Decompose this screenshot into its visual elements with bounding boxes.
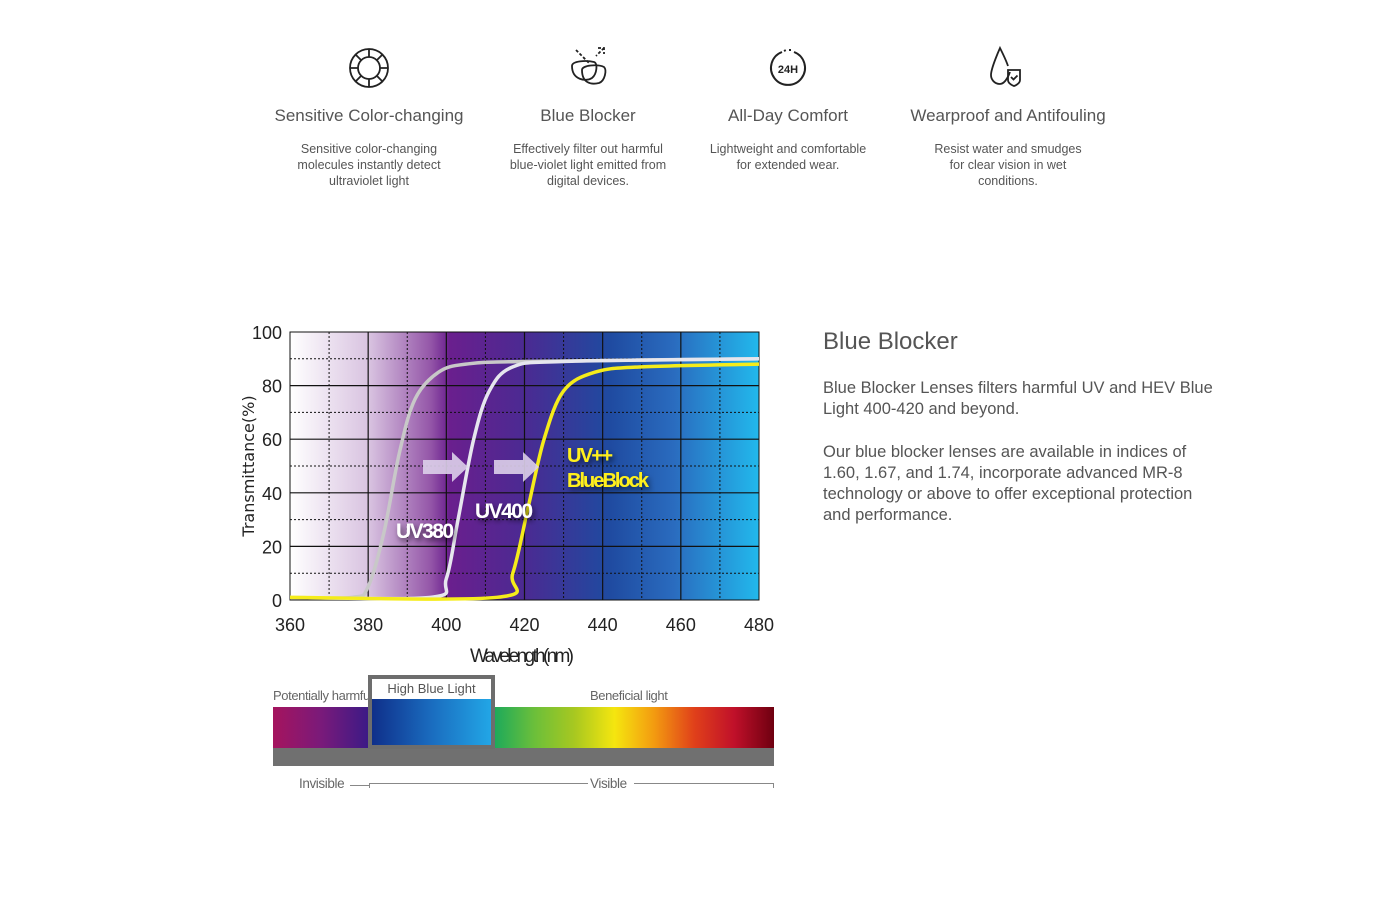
high-blue-band bbox=[372, 699, 491, 745]
x-tick-label: 440 bbox=[588, 615, 618, 635]
series-line-uv-blueblock bbox=[289, 362, 760, 601]
blue-blocker-description: Blue Blocker Blue Blocker Lenses filters… bbox=[823, 328, 1223, 526]
feature-wearproof: Wearproof and Antifouling Resist water a… bbox=[898, 44, 1118, 189]
24h-clock-icon: 24H bbox=[770, 49, 806, 86]
x-tick-label: 380 bbox=[353, 615, 383, 635]
feature-title: Blue Blocker bbox=[540, 106, 636, 125]
divider bbox=[369, 783, 588, 788]
feature-title: All-Day Comfort bbox=[728, 106, 848, 125]
x-tick-label: 480 bbox=[744, 615, 774, 635]
x-axis-label: Wavelength(nm) bbox=[470, 646, 574, 667]
divider bbox=[350, 785, 369, 786]
beneficial-band bbox=[495, 707, 774, 748]
arrow-right-icon bbox=[494, 452, 539, 482]
feature-title: Sensitive Color-changing bbox=[274, 106, 464, 125]
x-tick-label: 460 bbox=[666, 615, 696, 635]
uvpp-label: UV++ bbox=[567, 445, 613, 467]
feature-desc: Effectively filter out harmful blue-viol… bbox=[509, 142, 667, 188]
feature-color-changing: Sensitive Color-changing Sensitive color… bbox=[259, 44, 479, 189]
y-axis-label: Transmittance(%) bbox=[239, 395, 258, 537]
high-blue-light-label: High Blue Light bbox=[387, 681, 476, 696]
uv400-label: UV400 bbox=[475, 500, 533, 523]
potentially-harmful-label: Potentially harmful bbox=[273, 688, 373, 703]
svg-text:24H: 24H bbox=[778, 64, 798, 76]
paragraph: Blue Blocker Lenses filters harmful UV a… bbox=[823, 379, 1213, 418]
uv380-label: UV380 bbox=[396, 520, 454, 543]
blueblock-label: BlueBlock bbox=[567, 470, 650, 492]
y-tick-label: 100 bbox=[252, 323, 282, 343]
feature-title: Wearproof and Antifouling bbox=[910, 106, 1106, 125]
y-tick-label: 20 bbox=[262, 537, 282, 557]
color-wheel-icon bbox=[349, 48, 389, 88]
feature-desc: Sensitive color-changing molecules insta… bbox=[297, 142, 441, 188]
x-tick-label: 420 bbox=[509, 615, 539, 635]
section-title: Blue Blocker bbox=[823, 328, 958, 355]
invisible-label: Invisible bbox=[299, 776, 345, 791]
high-blue-light-box: High Blue Light bbox=[368, 675, 495, 749]
y-tick-label: 60 bbox=[262, 430, 282, 450]
x-tick-label: 400 bbox=[431, 615, 461, 635]
visible-label: Visible bbox=[590, 776, 627, 791]
feature-desc: Resist water and smudges for clear visio… bbox=[934, 142, 1082, 188]
feature-all-day-comfort: 24H All-Day Comfort Lightweight and comf… bbox=[678, 44, 898, 173]
y-tick-label: 40 bbox=[262, 484, 282, 504]
water-drop-shield-icon bbox=[990, 45, 1021, 87]
feature-desc: Lightweight and comfortable for extended… bbox=[709, 142, 867, 172]
series-line-uv400 bbox=[289, 357, 760, 601]
paragraph: Our blue blocker lenses are available in… bbox=[823, 443, 1193, 524]
arrow-right-icon bbox=[423, 452, 468, 482]
divider bbox=[634, 783, 774, 788]
base-bar bbox=[273, 748, 774, 766]
y-tick-label: 80 bbox=[262, 377, 282, 397]
beneficial-light-label: Beneficial light bbox=[590, 688, 668, 703]
blue-blocker-lens-icon bbox=[571, 47, 607, 85]
harmful-band bbox=[273, 707, 369, 748]
feature-blue-blocker: Blue Blocker Effectively filter out harm… bbox=[478, 44, 698, 189]
x-tick-label: 360 bbox=[275, 615, 305, 635]
y-tick-label: 0 bbox=[272, 591, 282, 611]
